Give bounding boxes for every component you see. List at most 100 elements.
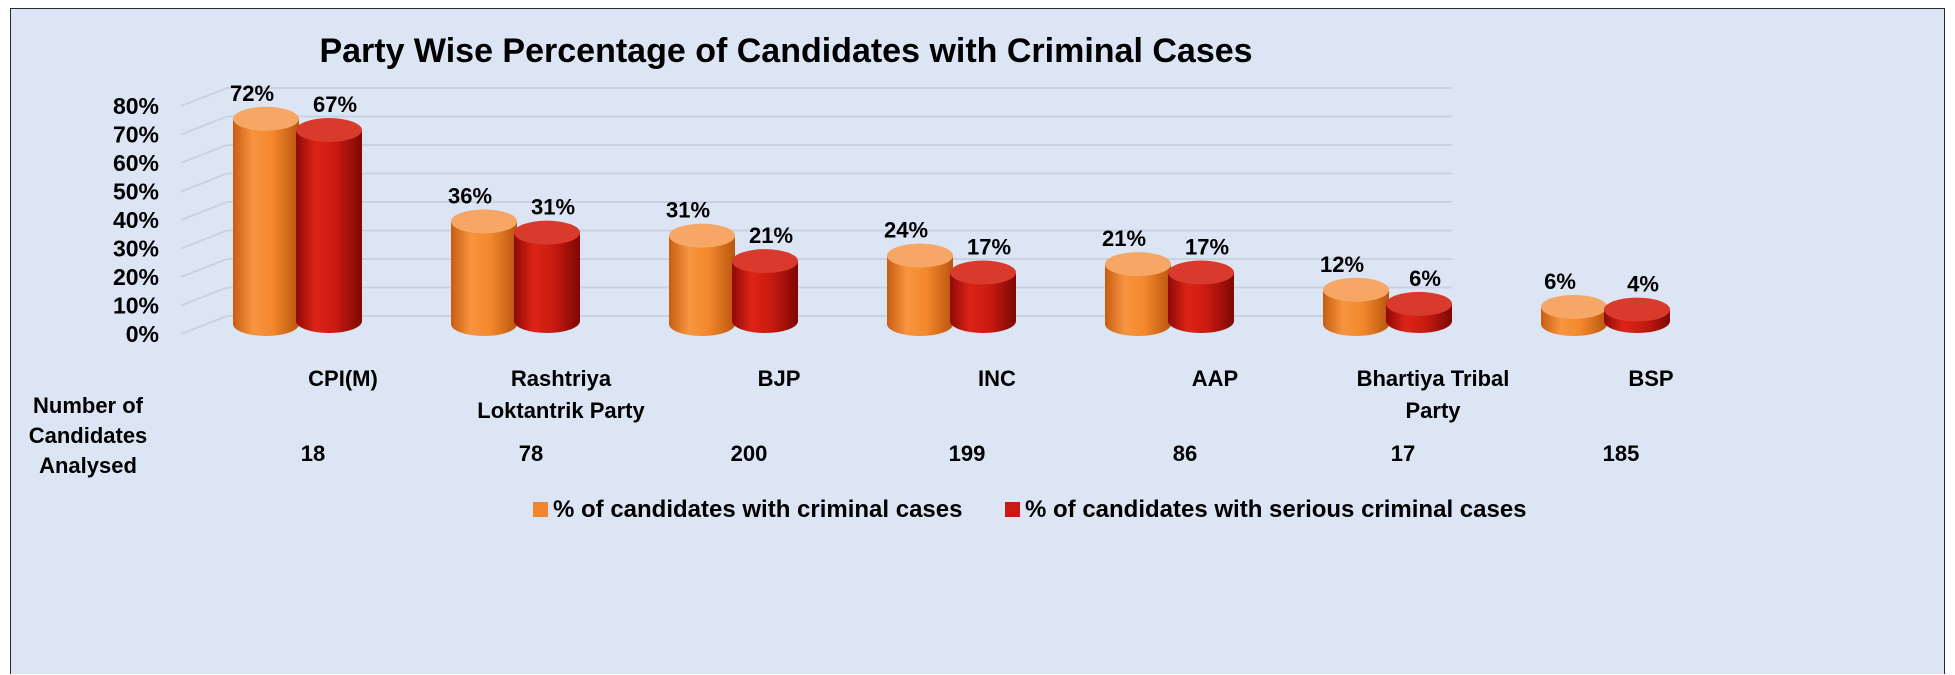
bar-top [732,249,798,274]
bar-top [1168,260,1234,285]
legend-item: % of candidates with criminal cases [533,496,962,523]
bar-criminal [887,243,953,336]
grid-line-diagonal [180,315,228,335]
y-tick-label: 40% [113,207,159,233]
grid-line-diagonal [180,258,228,278]
legend-item: % of candidates with serious criminal ca… [1005,496,1527,523]
y-tick-label: 70% [113,122,159,148]
data-label: 72% [230,81,274,106]
legend-swatch [533,502,548,517]
data-label: 6% [1544,269,1576,294]
category-label: Rashtriya [511,366,612,391]
bar-chart: Party Wise Percentage of Candidates with… [29,32,1674,523]
data-label: 21% [749,223,793,248]
category-label: INC [978,366,1016,391]
legend-swatch [1005,502,1020,517]
bar-top [1105,252,1171,277]
legend-label: % of candidates with criminal cases [553,496,962,523]
category-label: BSP [1628,366,1673,391]
candidate-count: 78 [519,441,543,466]
y-axis-ticks: 0%10% 20%30% 40%50% 60%70% 80% [113,93,159,347]
data-label: 4% [1627,272,1659,297]
chart-title: Party Wise Percentage of Candidates with… [319,32,1252,70]
row-label-number-of-candidates: Number of Candidates Analysed [29,393,148,478]
bar-top [950,260,1016,285]
data-label: 17% [967,235,1011,260]
bar-top [887,243,953,268]
bar-top [669,223,735,248]
bar-body [732,261,798,333]
bar-body [887,255,953,336]
candidate-count: 18 [301,441,325,466]
candidate-count: 86 [1173,441,1197,466]
row-label-line: Number of [33,393,144,418]
bar-body [1105,264,1171,336]
bar-body [950,272,1016,333]
bar-serious [1604,297,1670,333]
bar-criminal [1323,277,1389,336]
bar-serious [514,220,580,333]
category-label: AAP [1192,366,1238,391]
data-labels: 72% 67% 36% 31% 31% 21% 24% 17% 21% 17% 12% 6% 6% 4% [230,81,1659,297]
grid-line-diagonal [180,172,228,193]
row-label-line: Candidates [29,423,148,448]
data-label: 31% [531,195,575,220]
bar-top [296,118,362,143]
category-label: BJP [758,366,801,391]
bar-criminal [1105,252,1171,336]
y-tick-label: 30% [113,236,159,262]
bar-top [451,209,517,234]
grid-line-diagonal [180,201,228,221]
candidate-count: 200 [731,441,768,466]
grid-line-diagonal [180,87,228,107]
y-tick-label: 10% [113,293,159,319]
bar-body [669,235,735,336]
data-label: 31% [666,198,710,223]
candidate-count: 185 [1603,441,1640,466]
bar-body [1168,272,1234,333]
grid-line-diagonal [180,115,228,136]
bars [233,106,1670,336]
grid-line-diagonal [180,144,228,164]
bar-serious [296,118,362,333]
grid-line-diagonal [180,229,228,250]
bar-serious [950,260,1016,333]
grid-line-diagonal [180,286,228,307]
candidate-count: 17 [1391,441,1415,466]
bar-body [1323,289,1389,336]
legend: % of candidates with criminal cases % of … [533,496,1527,523]
y-tick-label: 60% [113,150,159,176]
legend-label: % of candidates with serious criminal ca… [1025,496,1527,523]
bar-body [296,130,362,333]
grid-lines [180,87,1452,335]
candidate-count: 199 [949,441,986,466]
y-tick-label: 50% [113,179,159,205]
y-tick-label: 80% [113,93,159,119]
bar-top [1604,297,1670,322]
y-tick-label: 20% [113,264,159,290]
y-tick-label: 0% [126,321,159,347]
category-labels: CPI(M) Rashtriya Loktantrik Party BJP INC AAP… [308,366,1673,423]
data-label: 67% [313,92,357,117]
category-label: Party [1405,398,1461,423]
bar-serious [1168,260,1234,333]
bar-criminal [451,209,517,336]
bar-top [1386,291,1452,316]
bar-body [233,118,299,336]
row-label-line: Analysed [39,453,137,478]
chart-frame: Party Wise Percentage of Candidates with… [10,8,1945,674]
bar-serious [1386,291,1452,333]
bar-top [233,106,299,131]
data-label: 24% [884,218,928,243]
bar-criminal [669,223,735,336]
data-label: 6% [1409,266,1441,291]
bar-criminal [233,106,299,336]
bar-serious [732,249,798,333]
data-label: 12% [1320,252,1364,277]
bar-top [514,220,580,245]
category-label: CPI(M) [308,366,378,391]
candidate-counts: 18 78 200 199 86 17 185 [301,441,1640,466]
data-label: 21% [1102,226,1146,251]
bar-criminal [1541,294,1607,336]
category-label: Bhartiya Tribal [1357,366,1510,391]
